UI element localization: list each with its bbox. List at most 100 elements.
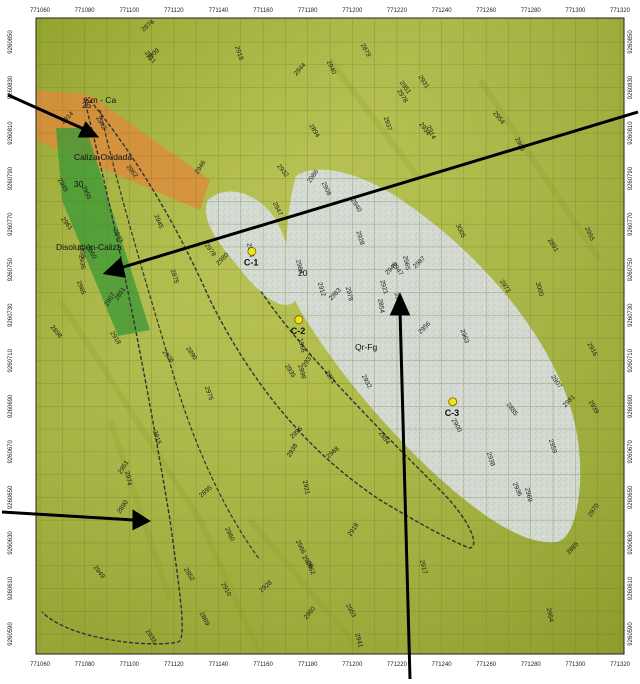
station-marker	[448, 397, 458, 407]
arrow-head	[389, 292, 411, 316]
elevation-label: 2917	[418, 559, 429, 575]
y-tick-label: 9260670	[8, 440, 14, 464]
elevation-label: 2941	[353, 633, 364, 649]
x-tick-label: 771080	[75, 8, 96, 14]
relief-streaks	[57, 58, 603, 654]
elevation-label: 3000	[534, 281, 545, 297]
x-tick-label: 771240	[432, 8, 453, 14]
elevation-label: 2984	[294, 259, 304, 275]
unit-disolucion-caliza-area	[56, 128, 150, 336]
unit-label-qr-fg: Qr-Fg	[355, 342, 377, 352]
elevation-label: 2965	[401, 255, 411, 271]
y-tick-label: 9260770	[8, 212, 14, 236]
station-label: C-2	[291, 326, 306, 336]
elevation-label: 1966	[296, 338, 306, 354]
arrow-to-road-area	[1, 510, 135, 522]
y-tick-label: 9260750	[8, 257, 14, 281]
x-tick-label: 771260	[476, 8, 497, 14]
x-tick-label: 771320	[610, 8, 631, 14]
x-ticks-bottom: 771060 771080 771100 771120 771140 771160 7711…	[30, 662, 631, 668]
x-tick-label: 771300	[565, 8, 586, 14]
x-tick-label: 771200	[342, 8, 363, 14]
dip-label: 20	[298, 268, 308, 278]
elevation-label: 2998	[296, 364, 307, 380]
y-tick-label: 9260830	[8, 75, 14, 99]
x-tick-label: 771300	[565, 662, 586, 668]
arrow-head	[77, 121, 100, 138]
x-tick-label: 771120	[164, 8, 184, 14]
x-tick-label: 771080	[75, 662, 96, 668]
y-tick-label: 9260690	[8, 394, 14, 418]
y-tick-label: 9260610	[8, 576, 14, 600]
y-tick-label: 9260850	[628, 30, 634, 54]
y-tick-label: 9260670	[628, 440, 634, 464]
elevation-label: 2937	[382, 116, 393, 132]
elevation-label: 2936	[77, 254, 86, 270]
unit-label-km-ca: Km - Ca	[85, 95, 116, 105]
x-tick-label: 771180	[298, 8, 318, 14]
x-tick-label: 771320	[610, 662, 631, 668]
elevation-label: 2963	[458, 328, 470, 344]
x-tick-label: 771200	[342, 662, 363, 668]
elevation-label: 2975	[203, 385, 214, 401]
x-tick-label: 771160	[253, 662, 273, 668]
y-tick-label: 9260710	[628, 348, 634, 372]
y-tick-label: 9260690	[628, 394, 634, 418]
elevation-label: 2854	[376, 298, 385, 314]
y-tick-label: 9260810	[8, 121, 14, 145]
unit-label-disolucion-caliza: Disolución-Caliza	[56, 242, 122, 252]
y-tick-label: 9260650	[628, 485, 634, 509]
x-tick-label: 771120	[164, 662, 184, 668]
y-tick-label: 9260730	[628, 303, 634, 327]
elevation-label: 2978	[344, 286, 354, 302]
arrow-head	[102, 257, 127, 278]
x-tick-label: 771180	[298, 662, 318, 668]
elevation-label: 2965	[75, 280, 87, 296]
y-tick-label: 9260790	[628, 166, 634, 190]
x-tick-label: 771100	[119, 662, 139, 668]
elevation-label: 2969	[523, 487, 533, 503]
coordinate-grid	[36, 18, 624, 654]
y-tick-label: 9260730	[8, 303, 14, 327]
y-tick-label: 9260850	[8, 30, 14, 54]
y-tick-label: 9260750	[628, 257, 634, 281]
x-tick-label: 771260	[476, 662, 497, 668]
map-frame	[35, 17, 625, 655]
y-tick-label: 9260590	[628, 622, 634, 646]
y-tick-label: 9260710	[8, 348, 14, 372]
x-tick-label: 771280	[521, 662, 542, 668]
station-label: C-1	[244, 257, 259, 267]
y-tick-label: 9260650	[8, 485, 14, 509]
y-tick-label: 9260830	[628, 75, 634, 99]
station-marker	[247, 247, 257, 256]
arrow-to-disolucion-caliza	[119, 110, 639, 270]
x-tick-label: 771220	[387, 662, 408, 668]
annotation-arrows	[1, 93, 639, 680]
elevation-label: 2928	[354, 230, 365, 246]
elevation-label: 2912	[316, 281, 327, 297]
arrow-to-qr-fg	[398, 309, 412, 680]
unit-label-caliza-oxidada: Caliza-Oxidada	[74, 152, 132, 162]
unit-qr-fg-area-main	[286, 169, 581, 543]
y-tick-label: 9260790	[8, 166, 14, 190]
dip-label: 25	[82, 100, 92, 110]
y-tick-label: 9260590	[8, 622, 14, 646]
arrow-head	[132, 509, 152, 531]
x-tick-label: 771280	[521, 8, 542, 14]
station-label: C-3	[445, 408, 460, 418]
x-tick-label: 771060	[30, 662, 51, 668]
y-tick-label: 9260610	[628, 576, 634, 600]
x-tick-label: 771060	[30, 8, 51, 14]
x-tick-label: 771160	[253, 8, 273, 14]
road-inner	[99, 109, 261, 561]
arrow-to-caliza-oxidada	[7, 93, 87, 132]
elevation-label: 2959	[547, 438, 558, 454]
y-tick-label: 9260770	[628, 212, 634, 236]
dip-label: 30	[74, 179, 84, 189]
station-marker	[294, 315, 304, 325]
x-tick-label: 771100	[119, 8, 139, 14]
elevation-label: 2954	[545, 607, 555, 623]
elevation-label: 2915	[151, 430, 162, 446]
x-tick-label: 771140	[209, 662, 229, 668]
